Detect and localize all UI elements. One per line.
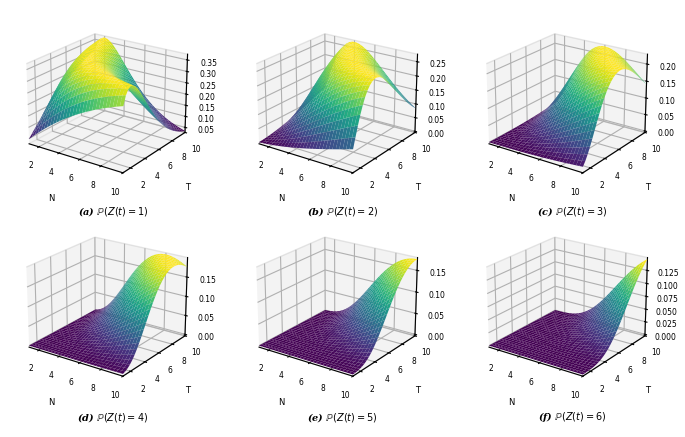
Text: (c) $\mathbb{P}(Z(t) = 3)$: (c) $\mathbb{P}(Z(t) = 3)$	[537, 205, 607, 218]
Text: (e) $\mathbb{P}(Z(t) = 5)$: (e) $\mathbb{P}(Z(t) = 5)$	[308, 411, 377, 424]
Y-axis label: T: T	[645, 386, 650, 395]
Y-axis label: T: T	[185, 183, 190, 192]
Y-axis label: T: T	[185, 386, 190, 395]
X-axis label: N: N	[508, 194, 514, 203]
Y-axis label: T: T	[645, 183, 650, 192]
Y-axis label: T: T	[415, 386, 420, 395]
X-axis label: N: N	[278, 194, 284, 203]
Text: (b) $\mathbb{P}(Z(t) = 2)$: (b) $\mathbb{P}(Z(t) = 2)$	[307, 205, 378, 218]
Y-axis label: T: T	[415, 183, 420, 192]
X-axis label: N: N	[48, 398, 54, 406]
Text: (f) $\mathbb{P}(Z(t) = 6)$: (f) $\mathbb{P}(Z(t) = 6)$	[538, 410, 606, 424]
X-axis label: N: N	[278, 398, 284, 406]
Text: (d) $\mathbb{P}(Z(t) = 4)$: (d) $\mathbb{P}(Z(t) = 4)$	[77, 411, 149, 424]
Text: (a) $\mathbb{P}(Z(t) = 1)$: (a) $\mathbb{P}(Z(t) = 1)$	[77, 205, 149, 218]
X-axis label: N: N	[48, 194, 54, 203]
X-axis label: N: N	[508, 398, 514, 406]
